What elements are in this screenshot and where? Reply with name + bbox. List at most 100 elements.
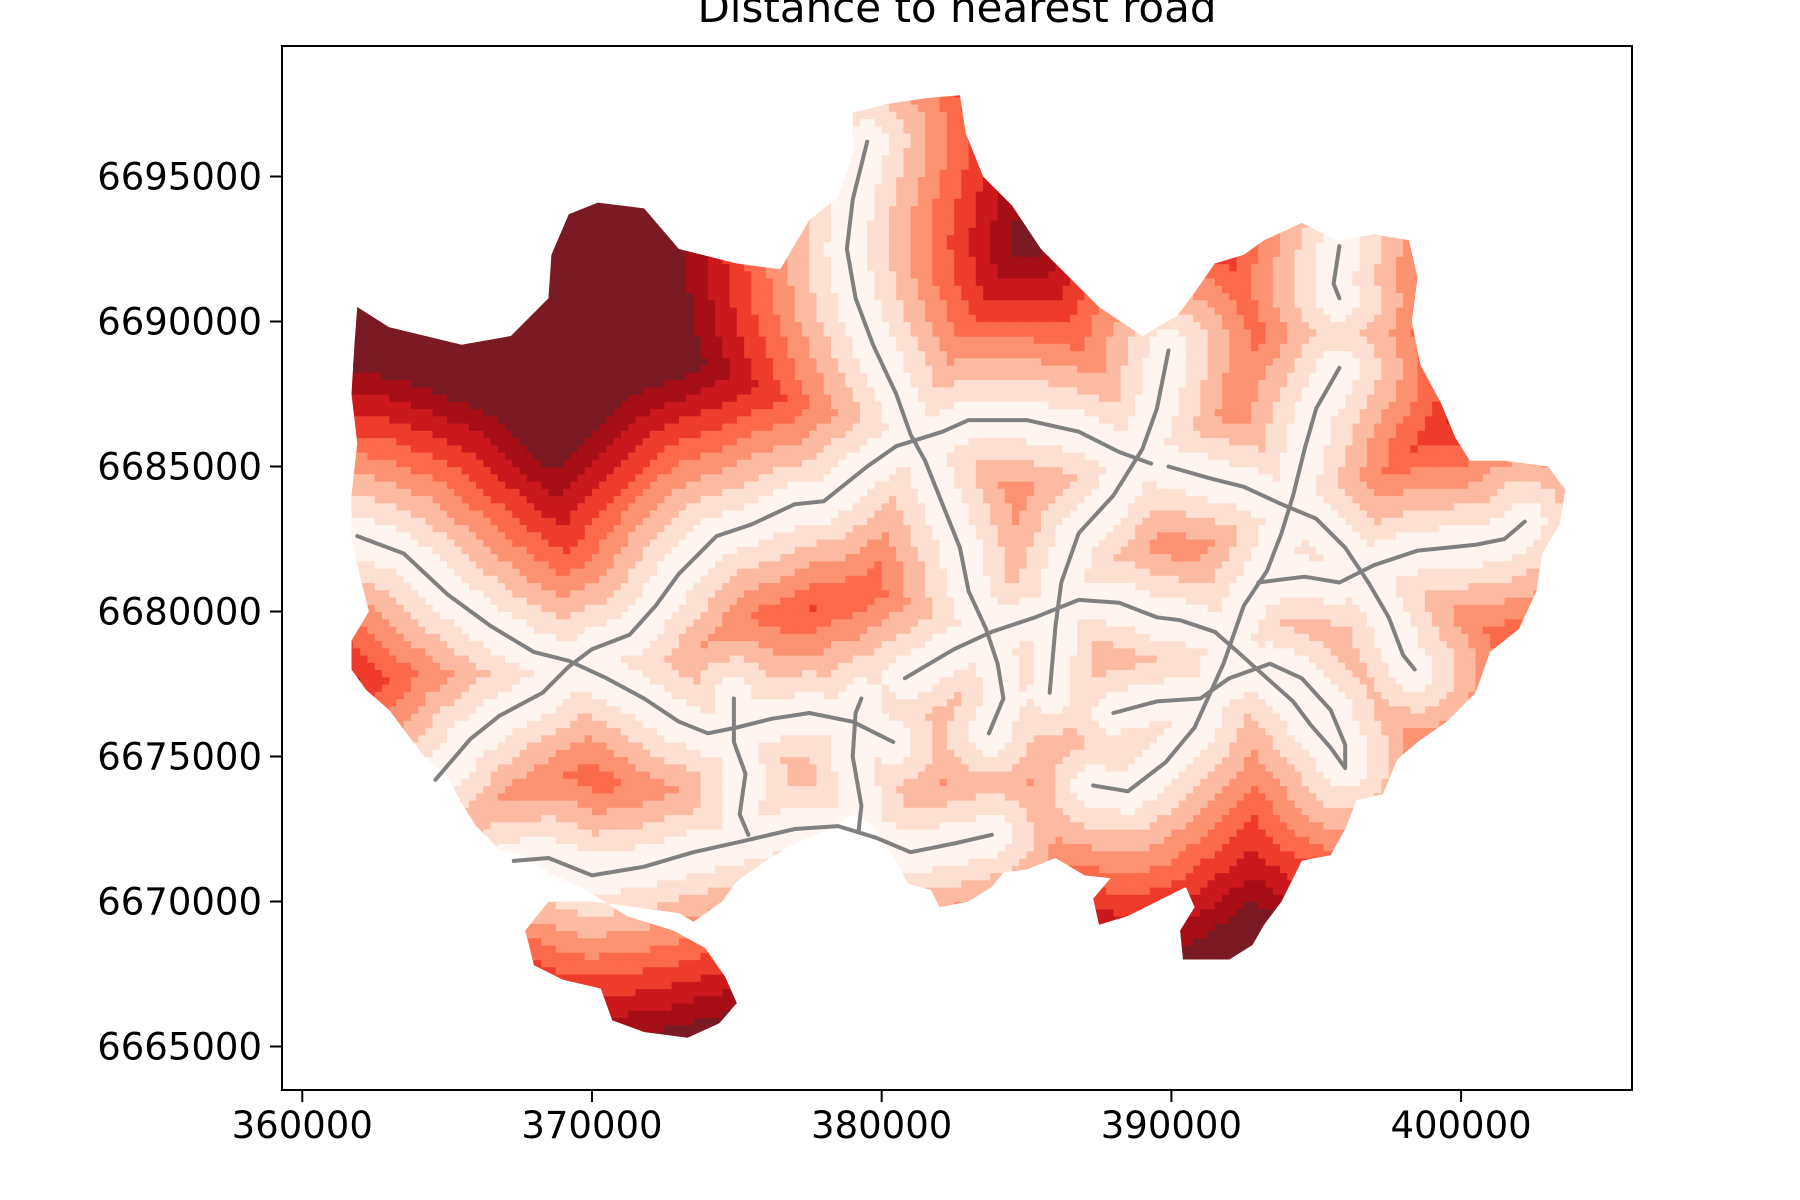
heat-cell [802,930,810,939]
heat-cell [643,1047,651,1055]
heat-cell [577,930,586,939]
heat-cell [765,923,774,932]
heat-cell [766,1047,774,1055]
heat-cell [1330,981,1339,990]
heat-cell [852,930,861,939]
heat-cell [1323,1032,1332,1038]
heat-cell [693,865,702,874]
heat-cell [1309,1047,1317,1055]
heat-cell [476,1032,484,1038]
heat-cell [1309,937,1317,946]
heat-cell [968,850,977,859]
heat-cell [831,981,839,990]
heat-cell [860,952,868,961]
heat-cell [657,908,665,917]
heat-cell [1149,995,1158,1004]
heat-cell [896,1047,904,1055]
heat-cell [381,930,390,939]
heat-cell [736,995,745,1004]
heat-cell [1511,887,1520,895]
heat-cell [1345,872,1353,881]
heat-cell [381,945,390,953]
heat-cell [1475,879,1484,888]
heat-cell [396,879,405,888]
heat-cell [722,879,731,888]
heat-cell [809,901,818,910]
heat-cell [1070,945,1078,953]
heat-cell [1352,1024,1361,1033]
heat-cell [736,908,745,917]
heat-cell [439,952,448,961]
heat-cell [353,1010,361,1019]
heat-cell [519,952,528,961]
heat-cell [1403,872,1411,881]
heat-cell [1366,923,1375,932]
heat-cell [505,887,513,895]
heat-cell [961,858,970,866]
heat-cell [751,974,760,982]
heat-cell [1417,865,1426,874]
heat-cell [1099,974,1107,982]
heat-cell [389,850,397,859]
heat-cell [1482,974,1491,982]
heat-cell [447,836,455,845]
heat-cell [476,974,484,982]
heat-cell [917,887,926,895]
heat-cell [845,952,854,961]
heat-cell [1468,995,1477,1004]
heat-cell [1251,1039,1259,1047]
heat-cell [1330,1017,1339,1026]
heat-cell [1164,945,1172,953]
heat-cell [425,1047,433,1055]
heat-cell [1432,945,1440,953]
heat-cell [1424,1003,1433,1011]
heat-cell [802,1017,810,1026]
heat-cell [1468,1039,1476,1047]
heat-cell [1222,1047,1230,1055]
heat-cell [1497,974,1506,982]
heat-cell [1330,1003,1339,1011]
heat-cell [954,908,962,917]
heat-cell [1012,1017,1020,1026]
heat-cell [823,843,832,852]
heat-cell [555,988,564,997]
heat-cell [1352,894,1361,903]
heat-cell [497,1017,506,1026]
heat-cell [917,981,926,990]
heat-cell [765,836,774,845]
heat-cell [946,1010,955,1019]
heat-cell [852,843,861,852]
heat-cell [592,858,600,866]
heat-cell [1164,865,1172,874]
heat-cell [802,872,810,881]
heat-cell [744,952,752,961]
heat-cell [1026,879,1035,888]
heat-cell [454,850,463,859]
heat-cell [983,843,991,852]
heat-cell [1149,850,1158,859]
heat-cell [351,879,354,888]
heat-cell [729,887,738,895]
heat-cell [1534,1039,1542,1047]
heat-cell [548,959,557,968]
heat-cell [447,872,455,881]
heat-cell [888,945,897,953]
heat-cell [432,995,441,1004]
heat-cell [802,945,810,953]
heat-cell [353,894,361,903]
heat-cell [1345,995,1353,1004]
heat-cell [1135,894,1143,903]
heat-cell [939,923,948,932]
heat-cell [961,1039,969,1047]
heat-cell [1026,923,1035,932]
heat-cell [1214,916,1223,924]
heat-cell [1461,995,1469,1004]
heat-cell [1200,879,1209,888]
heat-cell [1526,1047,1534,1055]
heat-cell [447,843,455,852]
heat-cell [1026,952,1035,961]
heat-cell [1403,952,1411,961]
heat-cell [1533,1032,1542,1038]
heat-cell [1156,901,1165,910]
heat-cell [1366,966,1375,975]
